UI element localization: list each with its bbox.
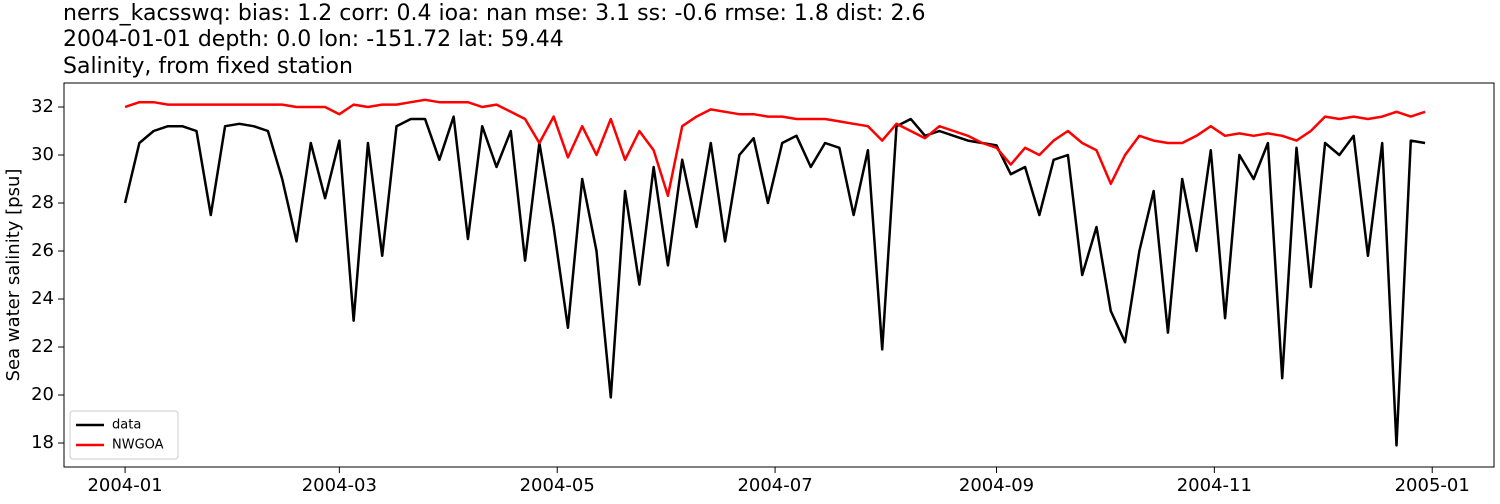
data-line xyxy=(124,98,1426,198)
x-tick-label: 2004-09 xyxy=(959,475,1034,496)
data-line xyxy=(123,115,1426,447)
y-tick-label: 28 xyxy=(31,192,54,213)
y-tick-label: 20 xyxy=(31,384,54,405)
y-tick-label: 18 xyxy=(31,432,54,453)
legend-label: NWGOA xyxy=(112,438,164,453)
x-tick-label: 2004-01 xyxy=(87,475,162,496)
y-tick-label: 26 xyxy=(31,240,54,261)
x-tick-label: 2004-05 xyxy=(520,475,595,496)
legend-label: data xyxy=(112,418,141,433)
y-tick-label: 24 xyxy=(31,288,54,309)
plot-frame xyxy=(63,82,1495,468)
chart-title: nerrs_kacsswq: bias: 1.2 corr: 0.4 ioa: … xyxy=(63,1,925,26)
legend: data NWGOA xyxy=(69,410,179,460)
y-axis-label: Sea water salinity [psu] xyxy=(3,169,24,382)
y-tick-label: 30 xyxy=(31,144,54,165)
y-tick-label: 22 xyxy=(31,336,54,357)
chart-description: Salinity, from fixed station xyxy=(63,54,353,79)
y-tick-label: 32 xyxy=(31,96,54,117)
x-tick-label: 2004-11 xyxy=(1177,475,1252,496)
x-tick-label: 2005-01 xyxy=(1395,475,1470,496)
legend-box xyxy=(69,410,179,460)
x-tick-label: 2004-07 xyxy=(737,475,812,496)
x-tick-label: 2004-03 xyxy=(302,475,377,496)
chart-subtitle: 2004-01-01 depth: 0.0 lon: -151.72 lat: … xyxy=(63,27,564,52)
